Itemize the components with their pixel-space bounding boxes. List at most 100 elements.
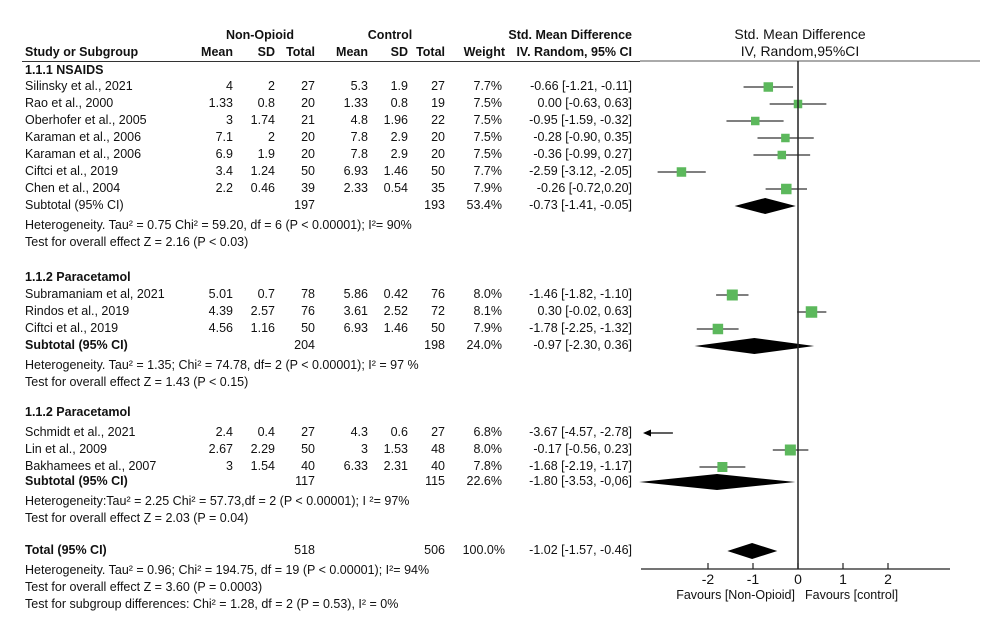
- study-name: Ciftci et al., 2019: [25, 164, 119, 178]
- study-sd2: 0.6: [390, 425, 408, 439]
- total-heterogeneity-text: Heterogeneity. Tau² = 0.96; Chi² = 194.7…: [25, 563, 430, 577]
- effect-marker: [763, 82, 774, 92]
- study-weight: 7.8%: [473, 459, 503, 473]
- study-sd1: 1.16: [250, 321, 275, 335]
- study-m1: 4.56: [208, 321, 233, 335]
- effect-title: Std. Mean Difference: [508, 28, 632, 42]
- study-m1: 1.33: [208, 96, 233, 110]
- plot-title: Std. Mean Difference: [734, 26, 866, 42]
- effect-marker: [676, 167, 687, 177]
- study-name: Karaman et al., 2006: [25, 147, 142, 161]
- x-tick-label: -1: [747, 571, 760, 587]
- study-m2: 2.33: [343, 181, 368, 195]
- study-weight: 7.7%: [473, 164, 503, 178]
- study-ci: -0.36 [-0.99, 0.27]: [533, 147, 632, 161]
- study-n1: 50: [301, 321, 315, 335]
- study-sd2: 0.8: [390, 96, 408, 110]
- study-weight: 7.9%: [473, 321, 503, 335]
- subtotal-ci: -0.97 [-2.30, 0.36]: [533, 338, 632, 352]
- heterogeneity-text: Heterogeneity. Tau² = 1.35; Chi² = 74.78…: [25, 358, 419, 372]
- study-weight: 7.5%: [473, 147, 503, 161]
- total-diamond: [727, 543, 778, 559]
- total-n2: 506: [424, 543, 445, 557]
- subtotal-weight: 53.4%: [466, 198, 502, 212]
- study-sd1: 2.57: [250, 304, 275, 318]
- study-name: Schmidt et al., 2021: [25, 425, 136, 439]
- subtotal-weight: 22.6%: [466, 474, 502, 488]
- study-ci: -1.78 [-2.25, -1.32]: [529, 321, 632, 335]
- study-col-header: Study or Subgroup: [25, 45, 139, 59]
- study-ci: -0.66 [-1.21, -0.11]: [530, 79, 632, 93]
- study-m2: 4.3: [350, 425, 368, 439]
- subtotal-diamond: [734, 198, 796, 214]
- effect-method-header: IV. Random, 95% CI: [516, 45, 632, 59]
- study-n2: 27: [431, 79, 445, 93]
- study-ci: -0.95 [-1.59, -0.32]: [529, 113, 632, 127]
- study-sd1: 2.29: [250, 442, 275, 456]
- study-m2: 6.93: [343, 321, 368, 335]
- effect-marker: [805, 306, 818, 318]
- overall-effect-text: Test for overall effect Z = 1.43 (P < 0.…: [25, 375, 249, 389]
- study-m1: 3: [226, 113, 233, 127]
- study-n1: 27: [301, 425, 315, 439]
- study-sd2: 1.96: [383, 113, 408, 127]
- effect-marker: [751, 116, 760, 126]
- effect-marker: [777, 150, 787, 160]
- x-tick-label: 2: [884, 571, 892, 587]
- x-tick-label: -2: [702, 571, 715, 587]
- study-sd2: 1.46: [383, 321, 408, 335]
- study-sd1: 1.74: [250, 113, 275, 127]
- subtotal-n2: 193: [424, 198, 445, 212]
- study-name: Chen et al., 2004: [25, 181, 121, 195]
- overall-effect-text: Test for overall effect Z = 2.16 (P < 0.…: [25, 235, 249, 249]
- study-sd1: 1.9: [257, 147, 275, 161]
- study-n2: 50: [431, 164, 445, 178]
- subtotal-ci: -0.73 [-1.41, -0.05]: [529, 198, 632, 212]
- study-m1: 3.4: [215, 164, 233, 178]
- group2-header: Control: [367, 28, 413, 42]
- study-weight: 7.5%: [473, 96, 503, 110]
- total2-header: Total: [416, 45, 445, 59]
- study-sd1: 0.4: [257, 425, 275, 439]
- sd2-header: SD: [390, 45, 408, 59]
- study-n2: 20: [431, 130, 445, 144]
- study-ci: 0.30 [-0.02, 0.63]: [537, 304, 632, 318]
- study-m2: 3.61: [343, 304, 368, 318]
- study-name: Lin et al., 2009: [25, 442, 108, 456]
- study-m1: 2.67: [208, 442, 233, 456]
- total-n1: 518: [294, 543, 315, 557]
- subgroup-differences-text: Test for subgroup differences: Chi² = 1.…: [25, 597, 399, 611]
- study-weight: 7.9%: [473, 181, 503, 195]
- study-m1: 4.39: [208, 304, 233, 318]
- study-name: Bakhamees et al., 2007: [25, 459, 157, 473]
- heterogeneity-text: Heterogeneity. Tau² = 0.75 Chi² = 59.20,…: [25, 218, 412, 232]
- study-n1: 50: [301, 164, 315, 178]
- study-sd2: 2.9: [390, 130, 408, 144]
- total-label: Total (95% CI): [25, 543, 107, 557]
- study-m2: 7.8: [350, 130, 368, 144]
- subgroup-title: 1.1.2 Paracetamol: [25, 270, 131, 284]
- left-arrow-icon: [643, 429, 651, 437]
- study-m2: 6.93: [343, 164, 368, 178]
- study-name: Silinsky et al., 2021: [25, 79, 133, 93]
- study-n1: 78: [301, 287, 315, 301]
- subtotal-weight: 24.0%: [466, 338, 502, 352]
- study-n2: 20: [431, 147, 445, 161]
- study-ci: 0.00 [-0.63, 0.63]: [537, 96, 632, 110]
- study-weight: 7.7%: [473, 79, 503, 93]
- study-n1: 39: [301, 181, 315, 195]
- study-n2: 50: [431, 321, 445, 335]
- study-m2: 1.33: [343, 96, 368, 110]
- study-sd1: 2: [268, 79, 275, 93]
- study-name: Oberhofer et al., 2005: [25, 113, 147, 127]
- study-m2: 5.86: [343, 287, 368, 301]
- study-m1: 2.4: [215, 425, 233, 439]
- subtotal-n2: 115: [425, 474, 445, 488]
- study-name: Karaman et al., 2006: [25, 130, 142, 144]
- study-name: Ciftci et al., 2019: [25, 321, 119, 335]
- subtotal-label: Subtotal (95% CI): [25, 474, 128, 488]
- study-n2: 22: [431, 113, 445, 127]
- study-name: Subramaniam et al, 2021: [25, 287, 165, 301]
- study-sd1: 1.24: [250, 164, 275, 178]
- subtotal-n1: 204: [294, 338, 315, 352]
